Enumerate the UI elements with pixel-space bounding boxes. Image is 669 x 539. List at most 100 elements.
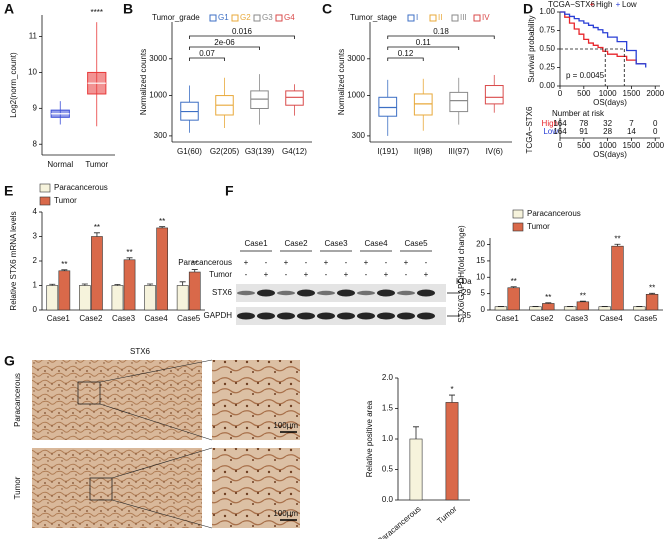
y-axis-label: TCGA−STX6 [525,106,534,153]
row-label: Paracancerous [178,258,232,267]
y-tick-label: 2.0 [382,373,394,382]
panel-letter: D [523,1,533,17]
legend-label: G3 [262,13,273,22]
sign: - [385,258,388,267]
bar [645,293,659,311]
x-tick-label: 500 [577,89,591,98]
sign: + [284,258,289,267]
legend-label: Tumor [527,222,550,231]
x-tick-label: Case4 [145,314,169,323]
legend-title: Tumor_stage [350,13,397,22]
legend-label: IV [482,13,490,22]
x-tick-label: Case3 [565,314,589,323]
x-tick-label: 1000 [599,141,617,150]
x-tick-label: Case2 [79,314,103,323]
blot-band [257,312,275,320]
box [484,85,504,105]
legend-marker: + [616,0,621,9]
risk-count: 0 [653,119,658,128]
blot-band [357,290,375,296]
bar [563,306,577,311]
y-tick-label: 0 [33,305,38,314]
sign: + [344,270,349,279]
legend-label: G2 [240,13,251,22]
bar [611,245,624,311]
bar [542,303,555,311]
legend-marker: + [590,0,595,9]
zoom-lines [99,359,213,441]
significance: ** [61,260,67,269]
x-tick-label: 500 [577,141,591,150]
blot-band [337,312,355,320]
y-tick-label: 5 [481,289,486,298]
significance: ** [192,260,198,269]
legend-label: Paracancerous [54,183,108,192]
box [449,91,469,113]
legend-swatch [407,14,415,22]
histology-title: STX6 [130,347,151,356]
comparison-bracket [387,35,495,39]
chart-title: TCGA−STX6 [548,0,595,9]
bar [409,438,423,501]
risk-count: 91 [579,127,588,136]
histology-image [32,448,202,528]
sign: - [245,270,248,279]
legend-swatch [231,14,239,22]
risk-count: 0 [653,127,658,136]
blot-band [417,289,435,297]
significance: ** [545,293,551,302]
sign: + [244,258,249,267]
x-tick-label: Case5 [177,314,201,323]
p-value: p = 0.0045 [566,71,605,80]
x-tick-label: I(191) [377,147,398,156]
bar [494,306,508,311]
sign: - [285,270,288,279]
protein-label: GAPDH [204,311,233,320]
y-tick-label: 1000 [347,91,365,100]
comparison-bracket [387,57,424,61]
legend-swatch [473,14,481,22]
error-bar [81,283,88,286]
sign: + [364,258,369,267]
x-tick-label: 1000 [599,89,617,98]
panel-letter: G [4,353,15,369]
x-tick-label: 1500 [623,141,641,150]
y-tick-label: 11 [29,32,38,41]
row-label: Tumor [209,270,232,279]
panel-letter: E [4,183,13,199]
x-tick-label: 2000 [646,89,664,98]
x-tick-label: 1500 [623,89,641,98]
comparison-bracket [189,46,260,50]
y-axis-label: Relative positive area [365,400,374,477]
y-tick-label: 1000 [149,91,167,100]
blot-band [277,290,295,296]
scale-bar-label: 100μm [273,421,298,430]
bar [188,271,201,311]
blot-band [397,290,415,296]
x-tick-label: Case1 [496,314,520,323]
significance: **** [91,8,103,17]
risk-count: 32 [603,119,612,128]
y-axis-label: Log2(norm_count) [9,52,18,118]
sign: - [405,270,408,279]
bar [598,306,611,311]
y-tick-label: 0.00 [539,81,555,90]
sign: - [345,258,348,267]
x-tick-label: Case1 [47,314,71,323]
x-tick-label: Paracancerous [376,504,423,539]
bar [144,285,156,311]
sign: + [404,258,409,267]
bar [156,227,168,311]
error-bar [126,257,133,260]
bar [176,285,189,311]
x-axis-label: OS(days) [593,98,627,107]
y-tick-label: 300 [154,131,168,140]
legend-label: III [460,13,467,22]
bar [111,285,124,311]
case-label: Case1 [244,239,268,248]
y-tick-label: 3000 [149,54,167,63]
bar [58,270,71,311]
error-bar [579,300,586,302]
comparison-label: 0.07 [199,49,215,58]
